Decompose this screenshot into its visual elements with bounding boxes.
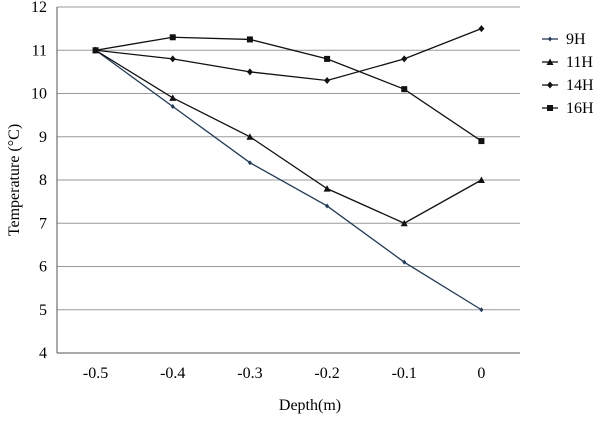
- data-point: [246, 68, 253, 76]
- y-tick-label: 11: [32, 42, 47, 59]
- series-line: [95, 49, 482, 311]
- data-point: [401, 86, 408, 93]
- series-line: [95, 36, 482, 142]
- data-point: [548, 36, 552, 42]
- x-tick-label: 0: [477, 365, 485, 382]
- y-tick-label: 6: [39, 259, 47, 276]
- axes-layer: 4 5 6 7 8 9 10 11 12 -0.5 -0.4 -0.3 -0.2 -0.1 0: [31, 0, 520, 382]
- x-tick-label: -0.1: [392, 365, 417, 382]
- data-point: [169, 34, 176, 41]
- data-point: [478, 25, 485, 33]
- series-line: [95, 28, 482, 82]
- data-point: [246, 36, 253, 43]
- legend: 9H 11H 14H 16H: [542, 31, 594, 117]
- data-point: [546, 58, 554, 65]
- data-point: [324, 77, 331, 85]
- series-16h: [92, 34, 485, 145]
- data-point: [247, 160, 252, 166]
- y-tick-label: 8: [39, 172, 47, 189]
- data-point: [323, 185, 331, 192]
- series-14h: [92, 25, 485, 85]
- x-tick-label: -0.2: [314, 365, 339, 382]
- data-point: [402, 259, 407, 265]
- legend-label: 9H: [566, 31, 586, 48]
- data-point: [478, 138, 485, 145]
- x-tick-label: -0.4: [160, 365, 185, 382]
- legend-item: 16H: [542, 100, 594, 117]
- x-axis-title: Depth(m): [279, 397, 341, 414]
- data-point: [479, 307, 484, 313]
- legend-item: 11H: [542, 54, 593, 71]
- data-point: [246, 133, 254, 140]
- data-point: [400, 219, 408, 227]
- y-tick-label: 10: [31, 86, 47, 103]
- grid-layer: [57, 6, 520, 354]
- data-point: [401, 55, 408, 63]
- data-point: [547, 105, 553, 111]
- y-tick-label: 12: [31, 0, 47, 16]
- data-point: [92, 47, 99, 54]
- legend-label: 11H: [566, 54, 593, 71]
- data-point: [169, 55, 176, 63]
- series-line: [95, 49, 482, 224]
- legend-item: 9H: [542, 31, 586, 48]
- data-point: [324, 55, 331, 62]
- y-tick-label: 4: [39, 345, 47, 362]
- data-point: [170, 103, 175, 109]
- y-tick-label: 5: [39, 302, 47, 319]
- legend-item: 14H: [542, 77, 594, 94]
- y-tick-label: 9: [39, 129, 47, 146]
- x-tick-label: -0.5: [83, 365, 108, 382]
- y-tick-label: 7: [39, 215, 47, 232]
- data-point: [169, 94, 177, 101]
- series-layer: [92, 25, 485, 313]
- y-axis-title: Temperature (°C): [6, 124, 23, 236]
- data-point: [547, 81, 553, 89]
- x-tick-label: -0.3: [237, 365, 262, 382]
- data-point: [477, 176, 485, 183]
- legend-label: 16H: [566, 100, 594, 117]
- data-point: [325, 203, 330, 209]
- legend-label: 14H: [566, 77, 594, 94]
